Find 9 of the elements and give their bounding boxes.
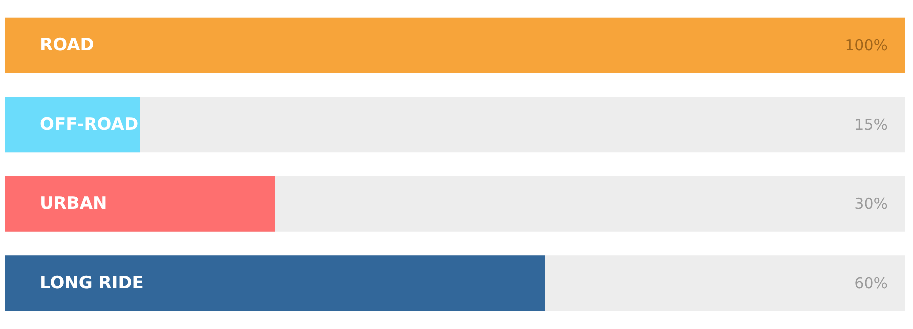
data-label: 60% — [854, 274, 888, 292]
bar — [5, 97, 140, 153]
data-label: 100% — [845, 36, 888, 55]
data-label: 30% — [854, 195, 888, 214]
y-tick-label: OFF-ROAD — [40, 114, 139, 135]
data-label: 15% — [854, 116, 888, 134]
y-tick-label: URBAN — [40, 194, 108, 214]
y-tick-label: ROAD — [40, 36, 94, 56]
y-tick-label: LONG RIDE — [40, 273, 144, 294]
